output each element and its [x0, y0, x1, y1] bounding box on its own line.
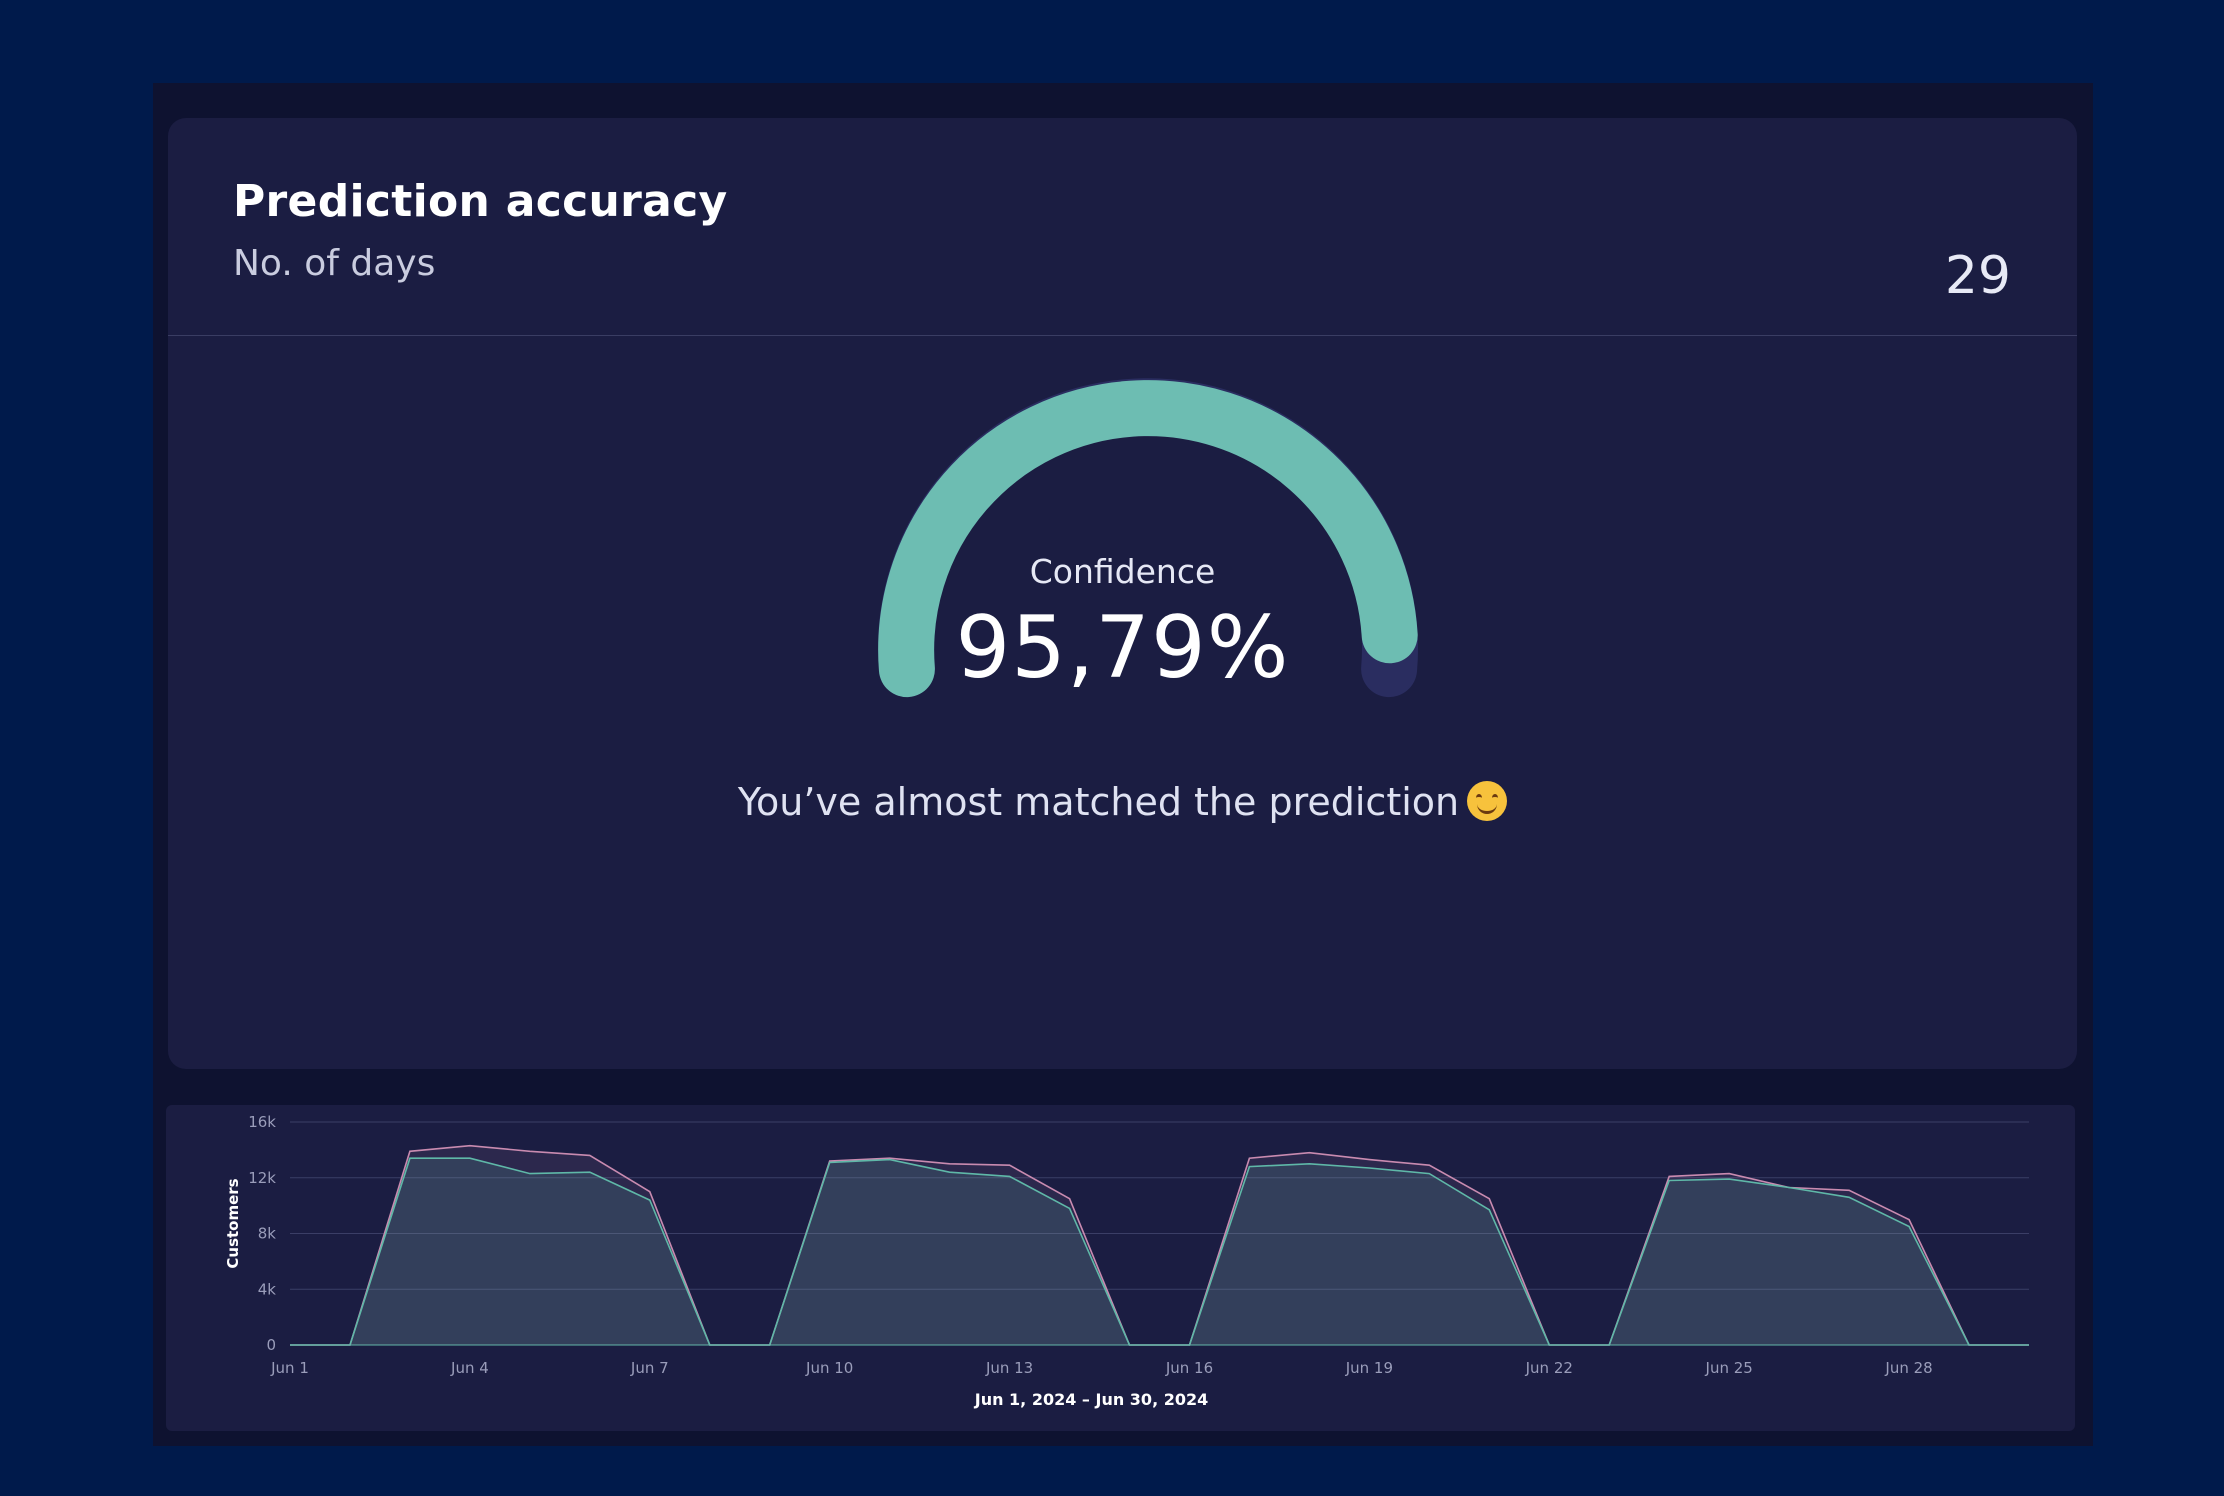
prediction-accuracy-card: Prediction accuracy No. of days 29 Confi…	[168, 118, 2077, 1069]
result-message: You’ve almost matched the prediction	[168, 780, 2077, 824]
card-header: Prediction accuracy No. of days 29	[168, 118, 2077, 336]
y-axis-title: Customers	[224, 1178, 242, 1268]
series-area-1	[290, 1145, 2029, 1345]
gauge-value: 95,79%	[955, 598, 1290, 698]
header-divider	[168, 335, 2077, 336]
gauge-label: Confidence	[1029, 552, 1216, 591]
x-tick-label: Jun 1	[270, 1359, 309, 1377]
confidence-gauge	[878, 378, 1418, 698]
x-tick-label: Jun 10	[805, 1359, 853, 1377]
series-line-2	[290, 1157, 2029, 1346]
y-tick-label: 4k	[258, 1280, 277, 1298]
result-message-text: You’ve almost matched the prediction	[737, 780, 1460, 824]
days-count: 29	[1944, 246, 2011, 306]
x-axis-title: Jun 1, 2024 – Jun 30, 2024	[974, 1390, 1209, 1409]
y-tick-label: 8k	[258, 1225, 277, 1243]
y-tick-label: 16k	[248, 1113, 276, 1131]
x-tick-label: Jun 22	[1525, 1359, 1573, 1377]
card-title: Prediction accuracy	[233, 176, 728, 227]
x-tick-label: Jun 7	[630, 1359, 669, 1377]
x-tick-label: Jun 28	[1884, 1359, 1932, 1377]
x-tick-label: Jun 16	[1165, 1359, 1213, 1377]
y-tick-label: 12k	[248, 1169, 276, 1187]
dashboard-frame: Prediction accuracy No. of days 29 Confi…	[153, 83, 2093, 1446]
card-subtitle: No. of days	[233, 243, 436, 284]
customers-chart: 0 4k 8k 12k 16k Jun 1 Jun 4 Jun 7 Jun 10 Jun 13 Ju…	[166, 1105, 2075, 1431]
gauge-fill	[878, 380, 1418, 698]
x-tick-label: Jun 19	[1345, 1359, 1393, 1377]
x-tick-label: Jun 25	[1705, 1359, 1753, 1377]
y-tick-label: 0	[266, 1336, 276, 1354]
series-area-2	[290, 1158, 2029, 1345]
x-tick-label: Jun 13	[985, 1359, 1033, 1377]
customers-chart-svg: 0 4k 8k 12k 16k Jun 1 Jun 4 Jun 7 Jun 10 Jun 13 Ju…	[224, 1113, 2029, 1409]
x-tick-label: Jun 4	[450, 1359, 489, 1377]
smiling-face-icon	[1467, 781, 1508, 821]
